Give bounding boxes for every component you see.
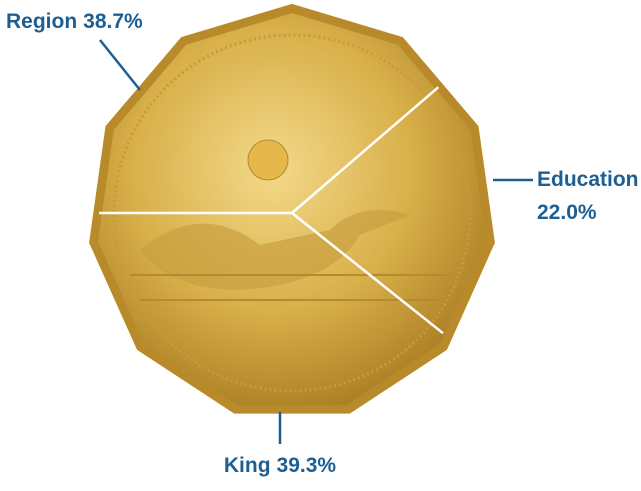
slice-label: Education <box>537 168 639 191</box>
slice-label: Region 38.7% <box>6 10 143 33</box>
value-label: 38.7% <box>83 10 143 33</box>
leader-line <box>100 40 140 90</box>
category-label: Region <box>6 10 77 33</box>
category-label: King <box>224 454 271 477</box>
slice-label: 22.0% <box>537 201 597 224</box>
value-label: 22.0% <box>537 201 597 224</box>
value-label: 39.3% <box>277 454 337 477</box>
chart: Region 38.7% Education 22.0% King 39.3% <box>0 0 641 491</box>
category-label: Education <box>537 168 639 191</box>
page: {"chart_data": {"type": "pie", "categori… <box>0 0 641 491</box>
slice-label: King 39.3% <box>224 454 337 477</box>
